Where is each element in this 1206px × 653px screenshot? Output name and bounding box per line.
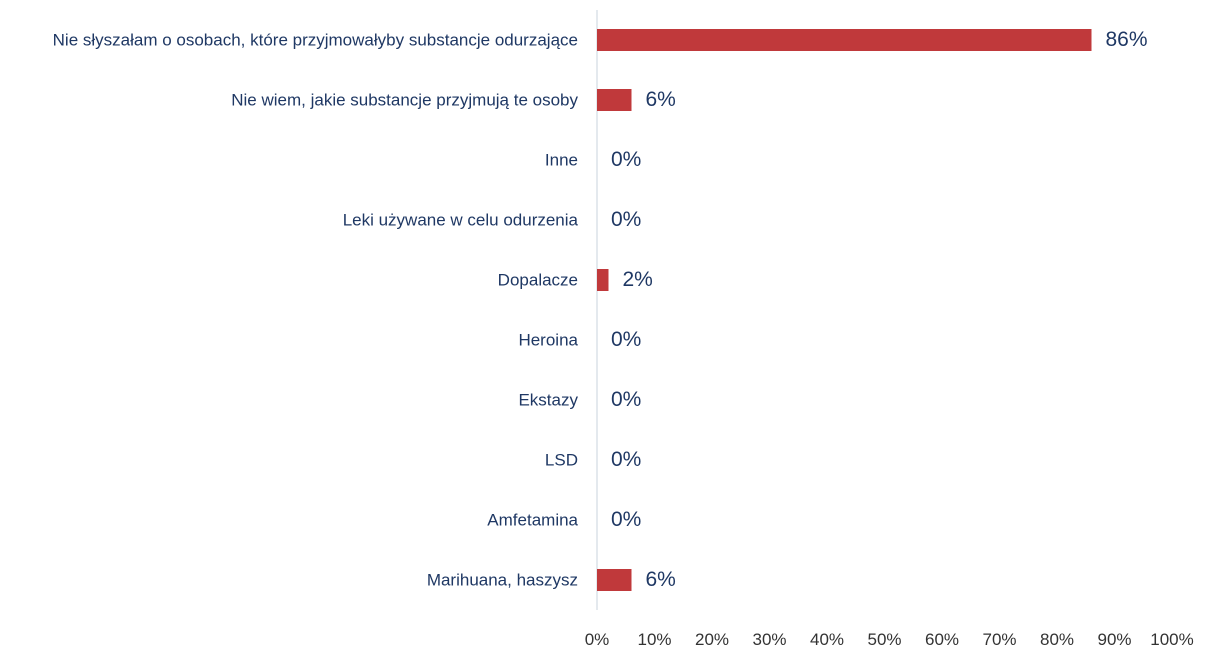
data-label: 0% bbox=[611, 448, 642, 471]
data-label: 0% bbox=[611, 388, 642, 411]
label-text: LSD bbox=[544, 450, 578, 470]
data-label: 6% bbox=[645, 88, 676, 111]
bar bbox=[597, 569, 632, 591]
y-tick-label: Leki używane w celu odurzenia bbox=[0, 209, 578, 232]
label-text: Heroina bbox=[518, 330, 578, 350]
bar bbox=[597, 89, 632, 111]
y-tick-label: Ekstazy bbox=[0, 389, 578, 412]
label-text: Amfetamina bbox=[487, 510, 578, 530]
label-text: Ekstazy bbox=[518, 390, 578, 410]
y-tick-label: Nie słyszałam o osobach, które przyjmowa… bbox=[0, 29, 578, 52]
data-label: 0% bbox=[611, 208, 642, 231]
label-text: Nie wiem, jakie substancje przyjmują te … bbox=[231, 90, 578, 110]
x-tick-label: 10% bbox=[637, 630, 672, 649]
x-tick-label: 40% bbox=[809, 630, 845, 649]
label-text: Marihuana, haszysz bbox=[426, 570, 578, 590]
y-tick-label: Inne bbox=[0, 149, 578, 172]
data-label: 6% bbox=[645, 568, 676, 591]
data-label: 0% bbox=[611, 328, 642, 351]
x-tick-label: 100% bbox=[1150, 630, 1194, 649]
x-tick-label: 50% bbox=[867, 630, 902, 649]
x-tick-label: 90% bbox=[1097, 630, 1132, 649]
x-tick-label: 70% bbox=[982, 630, 1017, 649]
y-tick-label: Amfetamina bbox=[0, 509, 578, 532]
data-label: 86% bbox=[1105, 28, 1148, 51]
y-tick-label: LSD bbox=[0, 449, 578, 472]
label-text: Dopalacze bbox=[497, 270, 578, 290]
x-tick-label: 80% bbox=[1039, 630, 1075, 649]
y-tick-label: Nie wiem, jakie substancje przyjmują te … bbox=[0, 89, 578, 112]
y-tick-label: Heroina bbox=[0, 329, 578, 352]
x-tick-label: 0% bbox=[584, 630, 610, 649]
x-tick-label: 30% bbox=[752, 630, 787, 649]
x-tick-label: 60% bbox=[924, 630, 960, 649]
x-tick-label: 20% bbox=[694, 630, 730, 649]
data-label: 0% bbox=[611, 148, 642, 171]
bar bbox=[597, 29, 1092, 51]
label-text: Leki używane w celu odurzenia bbox=[342, 210, 578, 230]
data-label: 2% bbox=[622, 268, 653, 291]
label-text: Inne bbox=[544, 150, 578, 170]
bar bbox=[597, 269, 609, 291]
data-label: 0% bbox=[611, 508, 642, 531]
y-tick-label: Dopalacze bbox=[0, 269, 578, 292]
label-text: Nie słyszałam o osobach, które przyjmowa… bbox=[52, 30, 578, 50]
y-tick-label: Marihuana, haszysz bbox=[0, 569, 578, 592]
